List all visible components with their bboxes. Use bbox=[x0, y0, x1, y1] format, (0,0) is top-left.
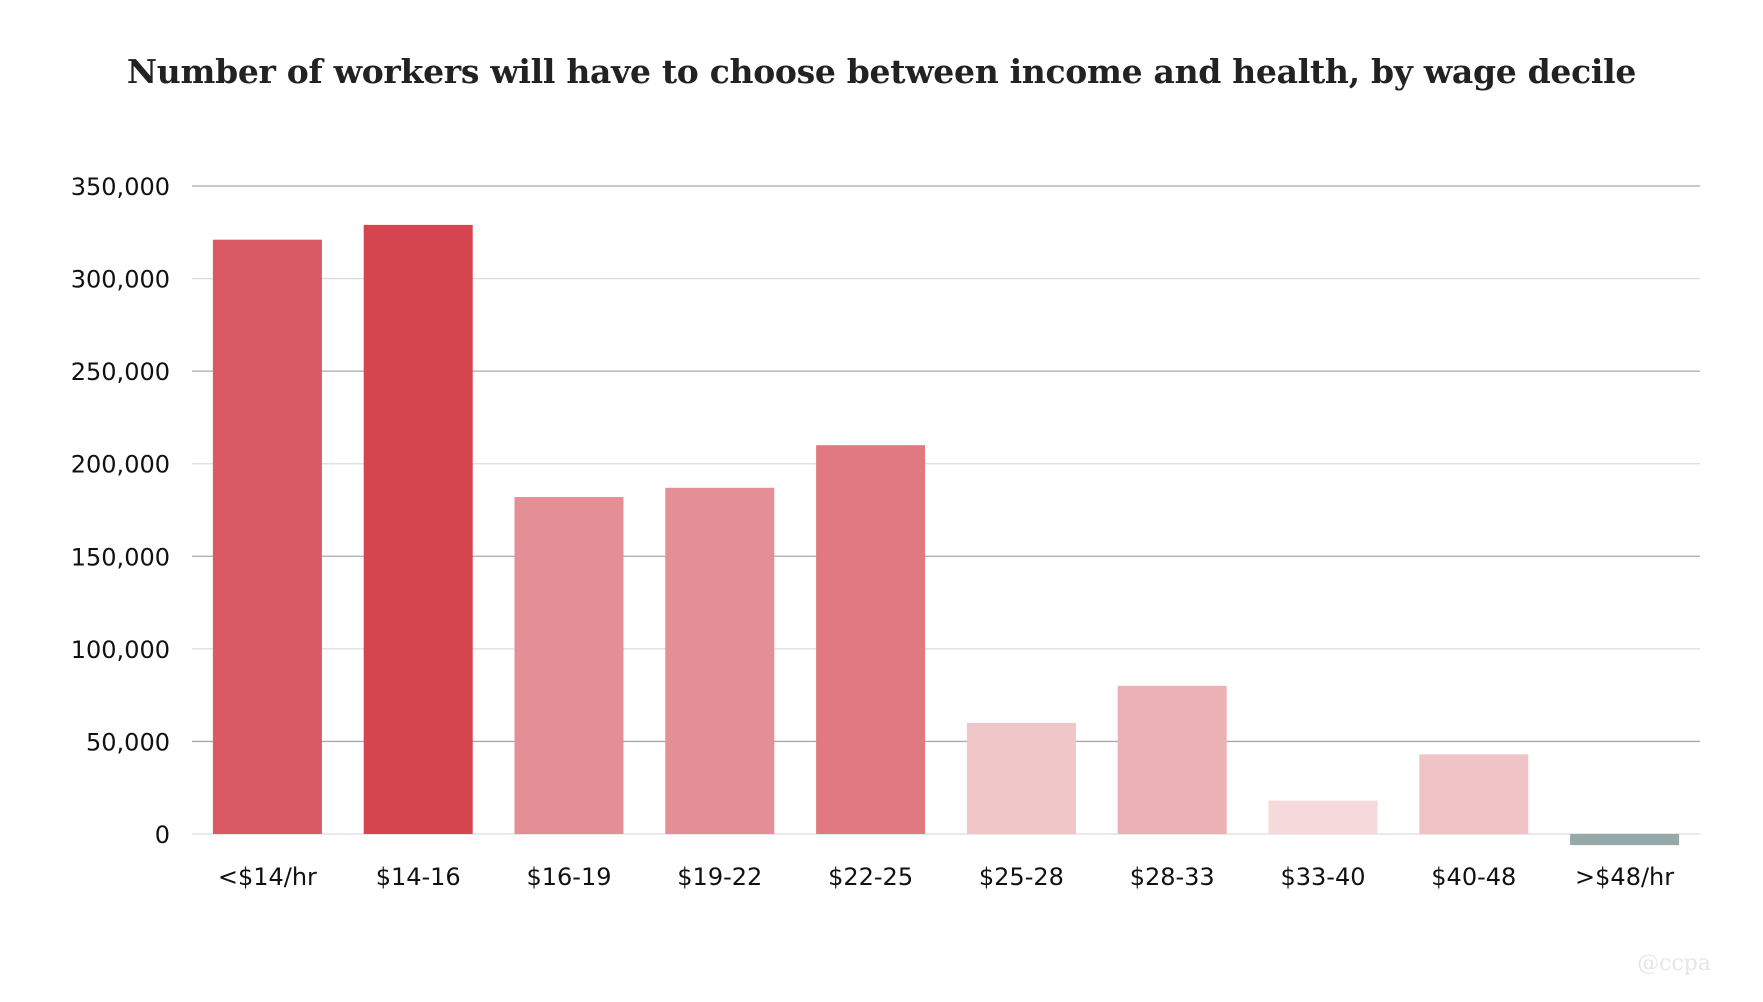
y-tick-label: 350,000 bbox=[71, 173, 170, 201]
y-tick-label: 50,000 bbox=[86, 728, 170, 756]
bar bbox=[1117, 685, 1227, 834]
x-tick-label: $25-28 bbox=[979, 863, 1064, 891]
y-tick-label: 250,000 bbox=[71, 358, 170, 386]
x-tick-label: $22-25 bbox=[828, 863, 913, 891]
y-tick-label: 300,000 bbox=[71, 266, 170, 294]
bar bbox=[1268, 800, 1378, 834]
bar bbox=[665, 487, 775, 834]
x-tick-label: $16-19 bbox=[526, 863, 611, 891]
x-tick-label: $19-22 bbox=[677, 863, 762, 891]
x-tick-label: $14-16 bbox=[376, 863, 461, 891]
watermark: @ccpa bbox=[1637, 951, 1711, 976]
chart-title: Number of workers will have to choose be… bbox=[126, 52, 1637, 91]
x-axis-ticks: <$14/hr $14-16 $16-19 $19-22 $22-25 $25-28 $28… bbox=[218, 863, 1674, 891]
bar bbox=[1419, 754, 1529, 834]
bar bbox=[212, 239, 322, 835]
y-tick-label: 200,000 bbox=[71, 451, 170, 479]
x-tick-label: $40-48 bbox=[1431, 863, 1516, 891]
bar bbox=[816, 445, 926, 834]
bar bbox=[514, 497, 624, 834]
bar bbox=[1570, 834, 1680, 846]
x-tick-label: <$14/hr bbox=[218, 863, 317, 891]
y-axis-ticks: 0 50,000 100,000 150,000 200,000 250,000 300,0… bbox=[71, 173, 170, 849]
bars bbox=[212, 224, 1680, 846]
x-tick-label: >$48/hr bbox=[1575, 863, 1674, 891]
x-tick-label: $28-33 bbox=[1130, 863, 1215, 891]
y-tick-label: 150,000 bbox=[71, 543, 170, 571]
bar bbox=[966, 722, 1076, 834]
x-tick-label: $33-40 bbox=[1280, 863, 1365, 891]
y-tick-label: 100,000 bbox=[71, 636, 170, 664]
bar bbox=[363, 224, 473, 834]
y-tick-label: 0 bbox=[155, 821, 170, 849]
